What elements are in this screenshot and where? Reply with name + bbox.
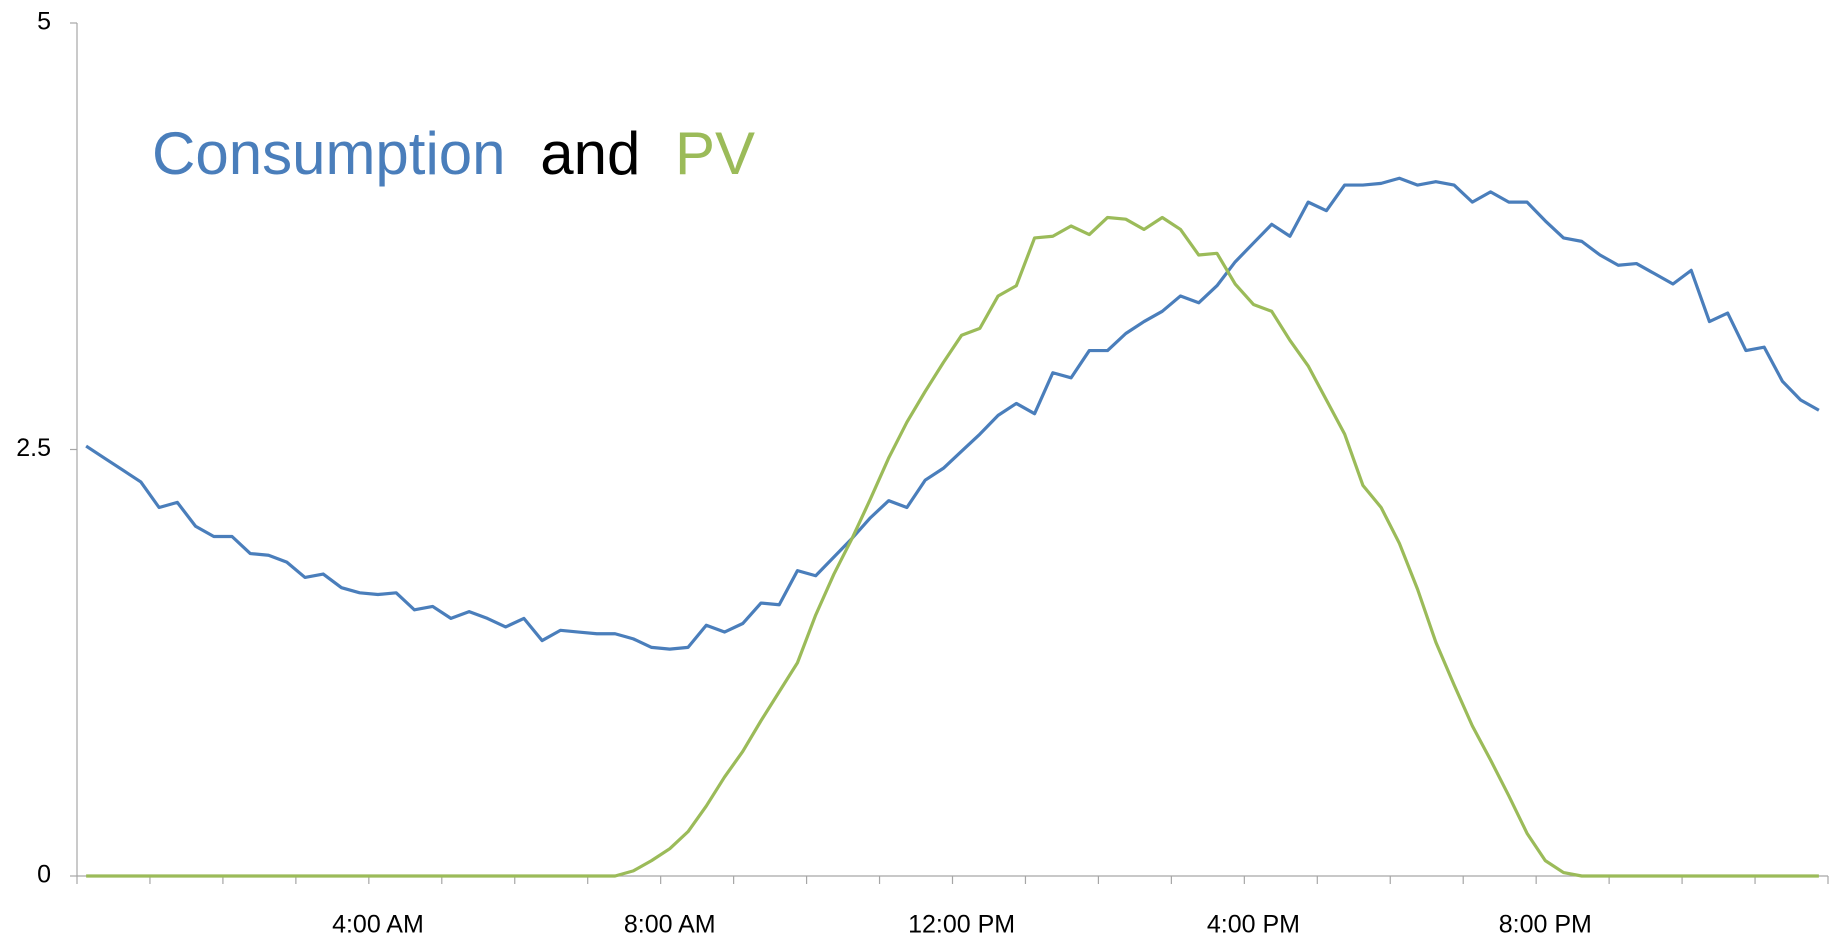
- chart-title: Consumption and PV: [152, 120, 755, 187]
- x-tick-label: 4:00 AM: [332, 911, 424, 939]
- series-line: [86, 215, 1819, 878]
- y-tick-label: 2.5: [16, 434, 51, 462]
- title-series-name: PV: [675, 120, 755, 187]
- title-series-name: Consumption: [152, 120, 506, 187]
- series-line: [85, 176, 1820, 651]
- y-tick-label: 5: [37, 8, 51, 36]
- x-tick-label: 4:00 PM: [1207, 911, 1300, 939]
- x-tick-label: 8:00 AM: [624, 911, 716, 939]
- y-tick-label: 0: [37, 861, 51, 889]
- x-tick-label: 8:00 PM: [1499, 911, 1592, 939]
- title-connector: and: [540, 120, 640, 187]
- x-tick-label: 12:00 PM: [908, 911, 1015, 939]
